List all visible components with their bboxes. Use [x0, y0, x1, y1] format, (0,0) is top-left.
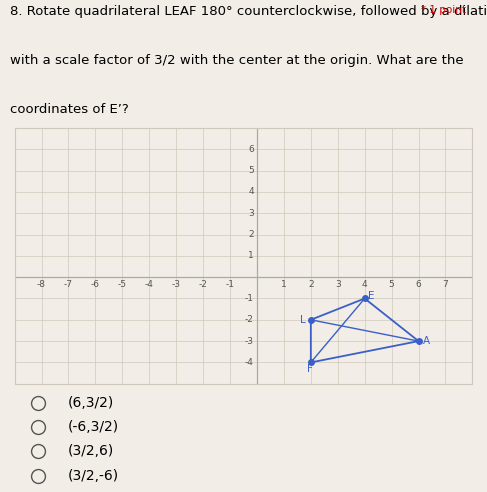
Text: -1: -1: [225, 280, 235, 289]
Text: -8: -8: [37, 280, 46, 289]
Text: 1: 1: [248, 251, 254, 260]
Text: 6: 6: [248, 145, 254, 154]
Text: -2: -2: [199, 280, 207, 289]
Text: (3/2,6): (3/2,6): [68, 444, 114, 458]
Text: 4: 4: [248, 187, 254, 196]
Text: -4: -4: [145, 280, 154, 289]
Text: 2: 2: [248, 230, 254, 239]
Text: (-6,3/2): (-6,3/2): [68, 420, 119, 434]
Text: E: E: [368, 291, 375, 301]
Text: -6: -6: [91, 280, 100, 289]
Text: 3: 3: [335, 280, 340, 289]
Text: -3: -3: [245, 337, 254, 345]
Text: 7: 7: [443, 280, 449, 289]
Text: 4: 4: [362, 280, 368, 289]
Text: A: A: [423, 336, 430, 346]
Text: -2: -2: [245, 315, 254, 324]
Text: 1: 1: [281, 280, 287, 289]
Text: -3: -3: [172, 280, 181, 289]
Text: L: L: [300, 315, 306, 325]
Text: 8. Rotate quadrilateral LEAF 180° counterclockwise, followed by a dilation: 8. Rotate quadrilateral LEAF 180° counte…: [10, 5, 487, 18]
Text: -7: -7: [64, 280, 73, 289]
Text: -4: -4: [245, 358, 254, 367]
Text: 3: 3: [248, 209, 254, 217]
Text: coordinates of E’?: coordinates of E’?: [10, 103, 129, 116]
Text: (6,3/2): (6,3/2): [68, 396, 114, 410]
Text: -5: -5: [118, 280, 127, 289]
Text: F: F: [306, 364, 313, 374]
Text: 2: 2: [308, 280, 314, 289]
Text: * 1 point: * 1 point: [421, 5, 466, 15]
Text: (3/2,-6): (3/2,-6): [68, 469, 119, 483]
Text: 5: 5: [248, 166, 254, 175]
Text: 5: 5: [389, 280, 394, 289]
Text: with a scale factor of 3/2 with the center at the origin. What are the: with a scale factor of 3/2 with the cent…: [10, 54, 463, 67]
Text: 6: 6: [416, 280, 421, 289]
Text: -1: -1: [245, 294, 254, 303]
